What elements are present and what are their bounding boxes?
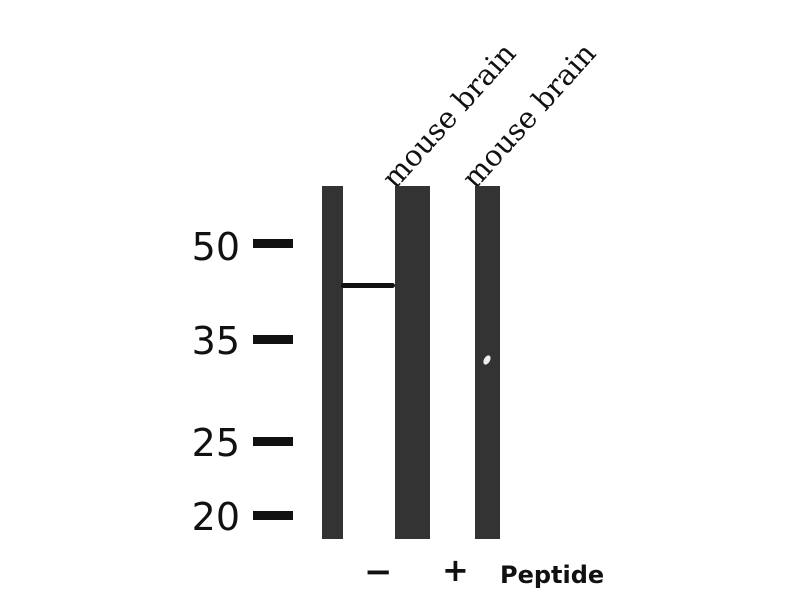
blot-lane-edge-1 (322, 186, 343, 539)
mw-marker-35: 35 (191, 319, 240, 363)
mw-marker-20: 20 (191, 495, 240, 539)
peptide-label: Peptide (500, 561, 605, 589)
mw-marker-50: 50 (191, 225, 240, 269)
protein-band (341, 283, 395, 288)
mw-tick-35 (253, 335, 293, 344)
peptide-minus: − (364, 552, 393, 592)
peptide-plus: + (442, 551, 469, 589)
mw-tick-50 (253, 239, 293, 248)
blot-lane-edge-2 (395, 186, 430, 539)
mw-marker-25: 25 (191, 421, 240, 465)
mw-tick-25 (253, 437, 293, 446)
mw-tick-20 (253, 511, 293, 520)
